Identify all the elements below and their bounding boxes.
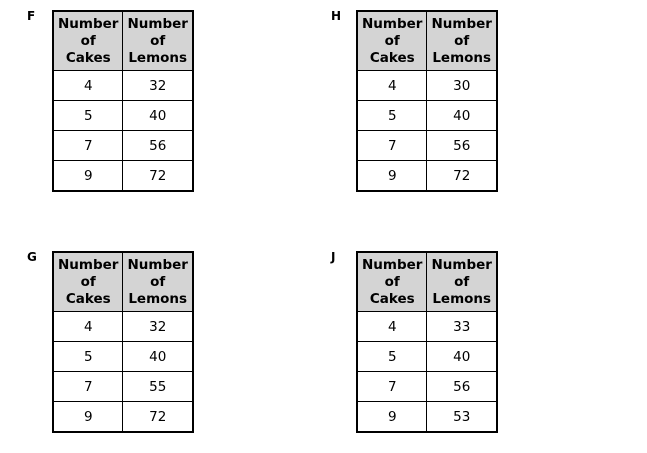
table-choice-j: Number of Cakes Number of Lemons 4 33 5 … xyxy=(356,251,498,433)
table-row: 5 40 xyxy=(52,100,194,131)
table-header-row: Number of Cakes Number of Lemons xyxy=(356,10,498,71)
cell-cakes: 4 xyxy=(356,311,428,342)
choice-letter-f: F xyxy=(27,9,36,23)
cell-cakes: 5 xyxy=(356,341,428,372)
table-row: 9 72 xyxy=(52,160,194,192)
column-header-lemons-line1: Number of xyxy=(127,15,188,49)
table-row: 9 72 xyxy=(356,160,498,192)
cell-lemons: 40 xyxy=(122,341,194,372)
column-header-cakes-line2: Cakes xyxy=(65,290,111,307)
column-header-cakes-line2: Cakes xyxy=(65,49,111,66)
table-row: 9 53 xyxy=(356,401,498,433)
column-header-cakes: Number of Cakes xyxy=(52,251,124,312)
table-choice-g: Number of Cakes Number of Lemons 4 32 5 … xyxy=(52,251,194,433)
table-row: 4 32 xyxy=(52,70,194,101)
cell-cakes: 5 xyxy=(356,100,428,131)
table-row: 9 72 xyxy=(52,401,194,433)
choice-letter-g: G xyxy=(27,250,37,264)
column-header-cakes-line2: Cakes xyxy=(369,290,415,307)
cell-lemons: 33 xyxy=(426,311,498,342)
cell-lemons: 40 xyxy=(122,100,194,131)
table-header-row: Number of Cakes Number of Lemons xyxy=(52,10,194,71)
table-row: 7 56 xyxy=(356,371,498,402)
cell-cakes: 7 xyxy=(356,371,428,402)
column-header-lemons: Number of Lemons xyxy=(426,251,498,312)
cell-cakes: 5 xyxy=(52,341,124,372)
column-header-cakes-line1: Number of xyxy=(362,256,423,290)
cell-cakes: 7 xyxy=(52,130,124,161)
table-choice-h: Number of Cakes Number of Lemons 4 30 5 … xyxy=(356,10,498,192)
cell-cakes: 4 xyxy=(356,70,428,101)
cell-lemons: 72 xyxy=(426,160,498,192)
column-header-cakes-line1: Number of xyxy=(58,256,119,290)
cell-cakes: 7 xyxy=(356,130,428,161)
table-header-row: Number of Cakes Number of Lemons xyxy=(356,251,498,312)
cell-lemons: 40 xyxy=(426,341,498,372)
column-header-cakes: Number of Cakes xyxy=(356,251,428,312)
column-header-lemons-line2: Lemons xyxy=(432,290,492,307)
cell-lemons: 55 xyxy=(122,371,194,402)
column-header-lemons-line2: Lemons xyxy=(128,290,188,307)
table-header-row: Number of Cakes Number of Lemons xyxy=(52,251,194,312)
cell-cakes: 5 xyxy=(52,100,124,131)
column-header-lemons-line1: Number of xyxy=(127,256,188,290)
table-row: 4 32 xyxy=(52,311,194,342)
cell-lemons: 56 xyxy=(426,130,498,161)
column-header-cakes-line2: Cakes xyxy=(369,49,415,66)
cell-cakes: 9 xyxy=(356,160,428,192)
cell-lemons: 56 xyxy=(426,371,498,402)
table-row: 7 55 xyxy=(52,371,194,402)
cell-cakes: 9 xyxy=(52,401,124,433)
column-header-lemons-line2: Lemons xyxy=(432,49,492,66)
cell-cakes: 4 xyxy=(52,311,124,342)
table-row: 5 40 xyxy=(356,341,498,372)
table-row: 4 33 xyxy=(356,311,498,342)
column-header-lemons: Number of Lemons xyxy=(122,251,194,312)
table-row: 7 56 xyxy=(356,130,498,161)
cell-lemons: 72 xyxy=(122,160,194,192)
table-row: 5 40 xyxy=(356,100,498,131)
cell-cakes: 7 xyxy=(52,371,124,402)
choice-letter-j: J xyxy=(331,250,336,264)
column-header-cakes: Number of Cakes xyxy=(356,10,428,71)
table-row: 7 56 xyxy=(52,130,194,161)
cell-lemons: 32 xyxy=(122,70,194,101)
cell-cakes: 9 xyxy=(356,401,428,433)
cell-cakes: 9 xyxy=(52,160,124,192)
cell-lemons: 32 xyxy=(122,311,194,342)
column-header-cakes-line1: Number of xyxy=(362,15,423,49)
cell-lemons: 53 xyxy=(426,401,498,433)
column-header-lemons-line1: Number of xyxy=(431,256,492,290)
table-choice-f: Number of Cakes Number of Lemons 4 32 5 … xyxy=(52,10,194,192)
column-header-lemons: Number of Lemons xyxy=(122,10,194,71)
cell-lemons: 56 xyxy=(122,130,194,161)
cell-cakes: 4 xyxy=(52,70,124,101)
cell-lemons: 40 xyxy=(426,100,498,131)
column-header-cakes: Number of Cakes xyxy=(52,10,124,71)
cell-lemons: 30 xyxy=(426,70,498,101)
column-header-lemons: Number of Lemons xyxy=(426,10,498,71)
table-row: 5 40 xyxy=(52,341,194,372)
table-row: 4 30 xyxy=(356,70,498,101)
cell-lemons: 72 xyxy=(122,401,194,433)
choice-letter-h: H xyxy=(331,9,342,23)
column-header-cakes-line1: Number of xyxy=(58,15,119,49)
column-header-lemons-line1: Number of xyxy=(431,15,492,49)
column-header-lemons-line2: Lemons xyxy=(128,49,188,66)
